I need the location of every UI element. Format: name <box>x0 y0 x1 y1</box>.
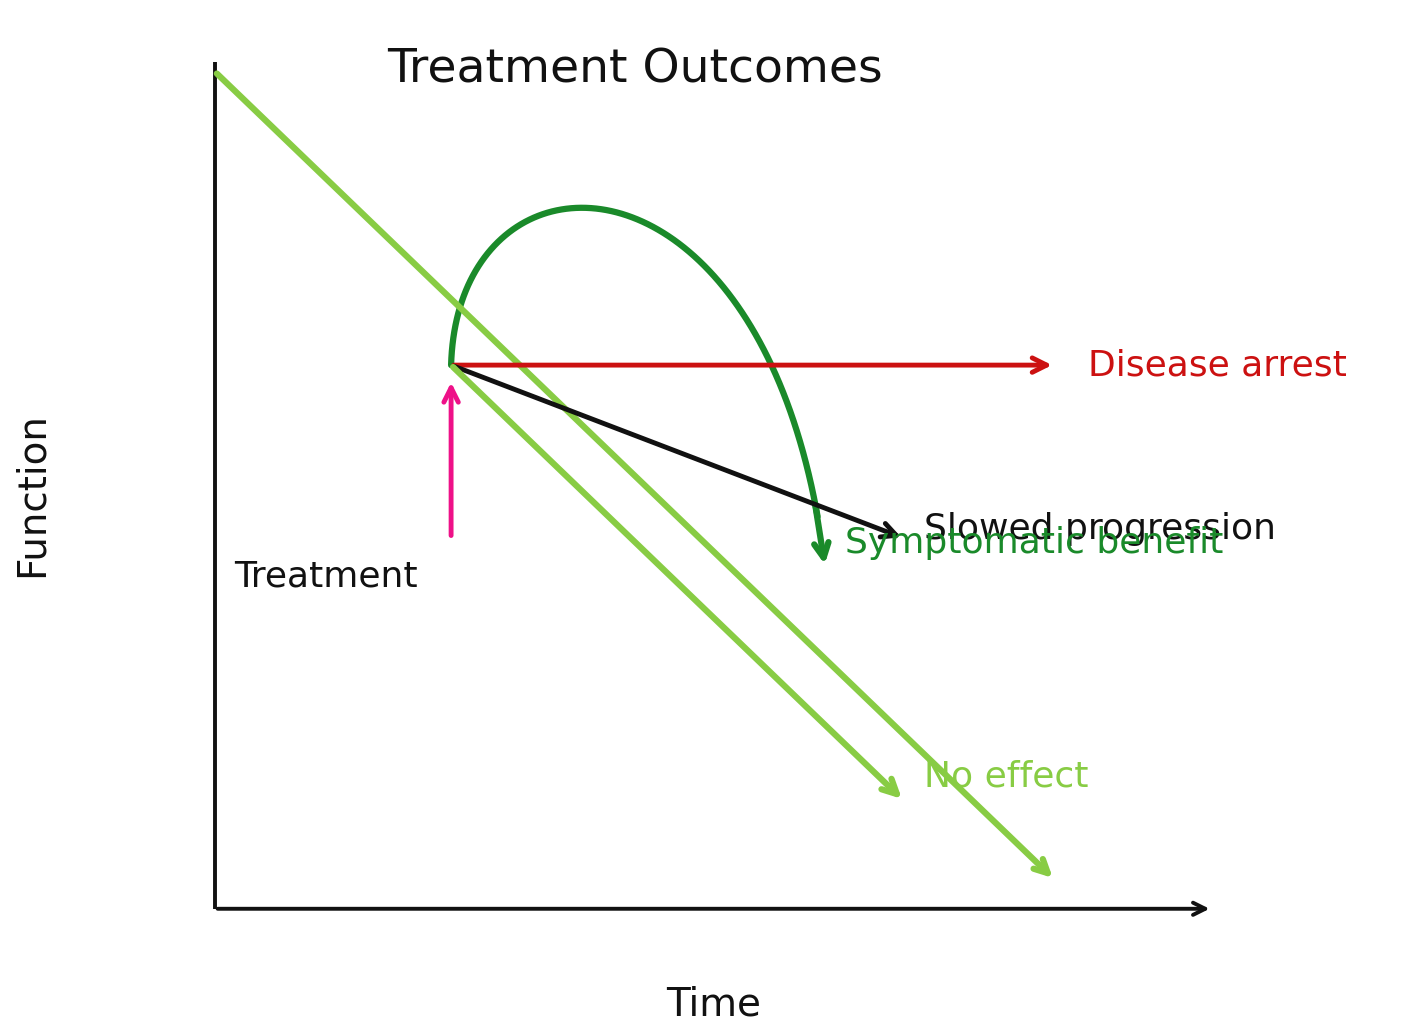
Text: Disease arrest: Disease arrest <box>1087 348 1346 382</box>
Text: Function: Function <box>13 412 51 577</box>
Text: No effect: No effect <box>924 759 1088 794</box>
Text: Treatment Outcomes: Treatment Outcomes <box>387 48 883 92</box>
Text: Time: Time <box>666 986 762 1024</box>
Text: Treatment: Treatment <box>235 559 418 594</box>
Text: Slowed progression: Slowed progression <box>924 512 1276 546</box>
Text: Symptomatic benefit: Symptomatic benefit <box>845 526 1224 560</box>
